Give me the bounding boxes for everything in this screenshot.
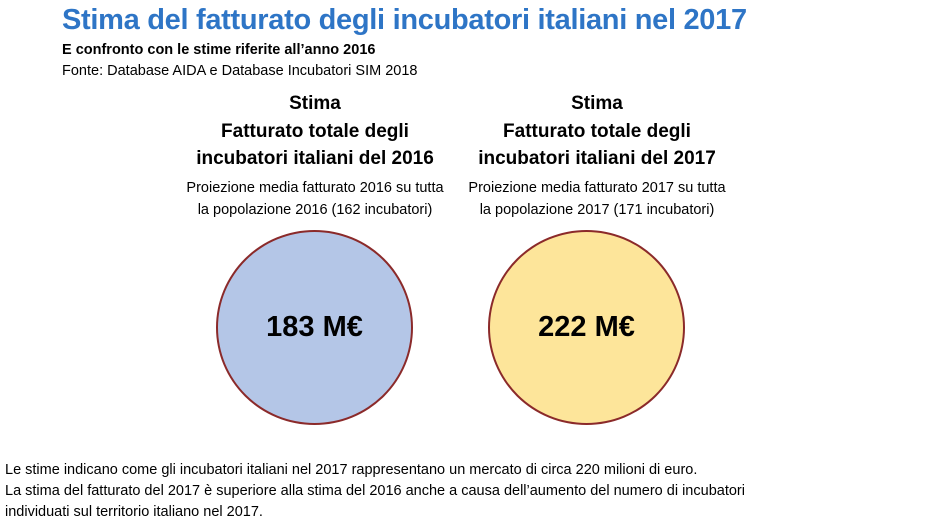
estimate-2016-heading: Stima Fatturato totale degli incubatori … [170,90,460,173]
estimate-2017-heading-line2: Fatturato totale degli [503,120,691,142]
estimate-2016-note-line1: Proiezione media fatturato 2016 su tutta [186,179,444,196]
estimate-2016-heading-line3: incubatori italiani del 2016 [196,148,434,169]
estimate-2016-note: Proiezione media fatturato 2016 su tutta… [170,177,460,221]
estimate-2017-column: Stima Fatturato totale degli incubatori … [452,90,742,221]
estimate-2016-value: 183 M€ [266,311,363,343]
estimate-2017-note-line2: la popolazione 2017 (171 incubatori) [479,201,715,218]
estimate-2016-heading-line2: Fatturato totale degli [221,120,409,142]
page-title: Stima del fatturato degli incubatori ita… [62,4,747,36]
estimate-2017-value: 222 M€ [538,311,635,343]
source-note: Fonte: Database AIDA e Database Incubato… [62,63,418,79]
estimate-2017-circle: 222 M€ [488,230,685,425]
estimate-2016-heading-line1: Stima [289,93,341,114]
estimate-2016-circle: 183 M€ [216,230,413,425]
footer-line2: La stima del fatturato del 2017 è superi… [5,483,745,499]
estimate-2017-note-line1: Proiezione media fatturato 2017 su tutta [468,179,726,196]
footer-line3: individuati sul territorio italiano nel … [5,504,263,520]
page-subtitle: E confronto con le stime riferite all’an… [62,42,376,58]
estimate-2017-heading-line1: Stima [571,93,623,114]
estimate-2016-column: Stima Fatturato totale degli incubatori … [170,90,460,221]
estimate-2017-heading: Stima Fatturato totale degli incubatori … [452,90,742,173]
footer-text: Le stime indicano come gli incubatori it… [5,460,745,523]
footer-line1: Le stime indicano come gli incubatori it… [5,462,698,478]
estimate-2016-note-line2: la popolazione 2016 (162 incubatori) [197,201,433,218]
estimate-2017-heading-line3: incubatori italiani del 2017 [478,148,716,169]
estimate-2017-note: Proiezione media fatturato 2017 su tutta… [452,177,742,221]
